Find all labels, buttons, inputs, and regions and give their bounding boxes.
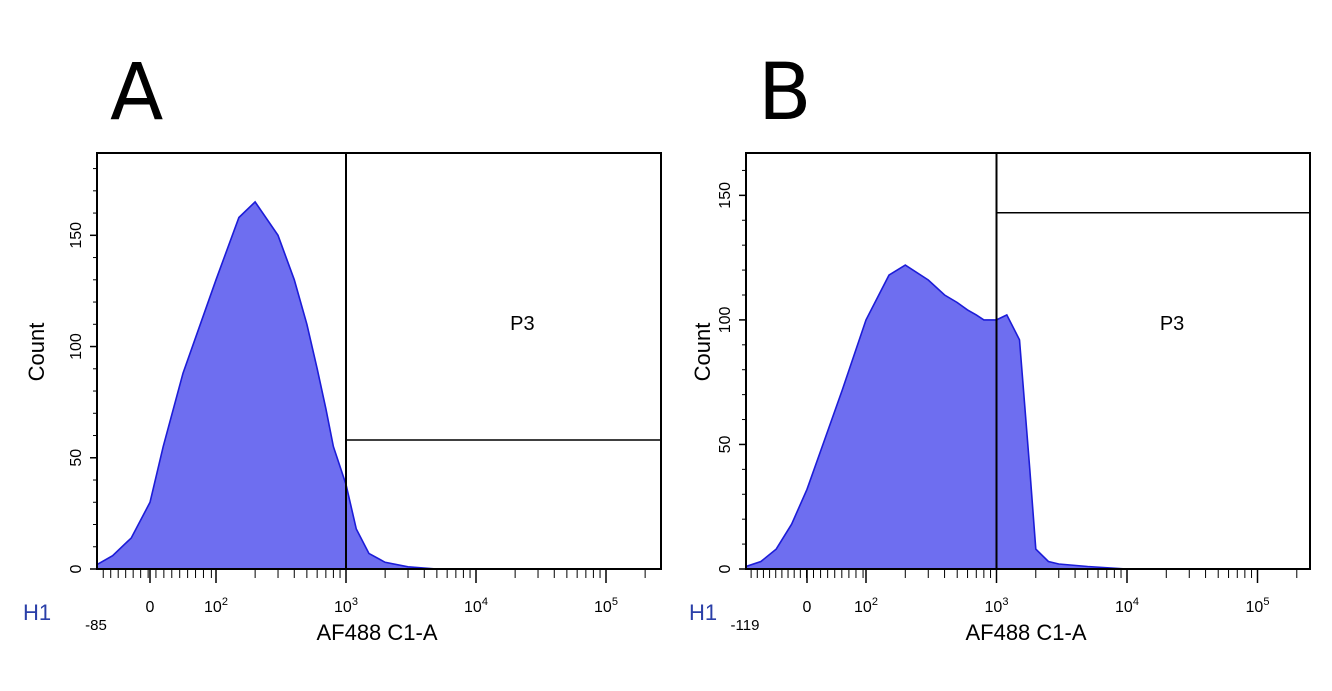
y-tick-label: 50 (717, 435, 734, 453)
histogram-area (745, 264, 1128, 570)
x-tick-label: 105 (594, 596, 618, 616)
plot-frame (96, 152, 662, 570)
x-axis-label: AF488 C1-A (316, 620, 437, 645)
x-tick-base: 10 (854, 599, 872, 616)
y-tick-label: 0 (68, 564, 85, 573)
x-tick-exponent: 3 (1002, 596, 1008, 608)
histogram-area (96, 200, 476, 570)
y-tick-label: 0 (717, 564, 734, 573)
x-tick-label: 102 (854, 596, 878, 616)
y-axis-label: Count (690, 323, 715, 382)
x-min-label: -85 (85, 617, 107, 634)
x-tick-base: 10 (1115, 599, 1133, 616)
panel-label: B (758, 48, 812, 138)
gate-label: P3 (510, 313, 534, 335)
histogram-panel-b: B P3 0 50 100 150 Count 0 102 103 104 105 -119 H1 AF4… (666, 0, 1332, 691)
y-axis-label: Count (24, 323, 49, 382)
y-tick-label: 150 (68, 222, 85, 249)
x-tick-label: 103 (985, 596, 1009, 616)
x-tick-exponent: 5 (1263, 596, 1269, 608)
plot-frame (745, 152, 1311, 570)
x-tick-exponent: 2 (872, 596, 878, 608)
x-tick-base: 0 (146, 599, 155, 616)
x-tick-base: 10 (204, 599, 222, 616)
x-tick-exponent: 4 (482, 596, 488, 608)
x-tick-label: 0 (146, 599, 155, 616)
x-tick-label: 0 (803, 599, 812, 616)
histogram-panel-a: A P3 0 50 100 150 Count 0 102 103 104 105 -85 H1 AF48… (23, 48, 662, 645)
y-tick-label: 150 (717, 182, 734, 209)
x-tick-label: 104 (1115, 596, 1139, 616)
y-tick-label: 100 (717, 306, 734, 333)
x-tick-base: 10 (985, 599, 1003, 616)
x-tick-base: 10 (594, 599, 612, 616)
x-min-label: -119 (731, 617, 760, 634)
x-axis-label: AF488 C1-A (965, 620, 1086, 645)
x-tick-base: 10 (334, 599, 352, 616)
histogram-tag: H1 (23, 600, 51, 625)
x-tick-exponent: 5 (612, 596, 618, 608)
x-tick-base: 10 (464, 599, 482, 616)
x-tick-exponent: 3 (352, 596, 358, 608)
x-tick-label: 103 (334, 596, 358, 616)
x-tick-label: 102 (204, 596, 228, 616)
x-tick-exponent: 4 (1133, 596, 1139, 608)
x-tick-base: 10 (1246, 599, 1264, 616)
gate-label: P3 (1160, 313, 1184, 335)
x-tick-label: 105 (1246, 596, 1270, 616)
y-tick-label: 50 (68, 449, 85, 467)
x-tick-exponent: 2 (222, 596, 228, 608)
x-tick-base: 0 (803, 599, 812, 616)
histogram-tag: H1 (689, 600, 717, 625)
x-tick-label: 104 (464, 596, 488, 616)
y-tick-label: 100 (68, 333, 85, 360)
panel-label: A (110, 48, 164, 138)
